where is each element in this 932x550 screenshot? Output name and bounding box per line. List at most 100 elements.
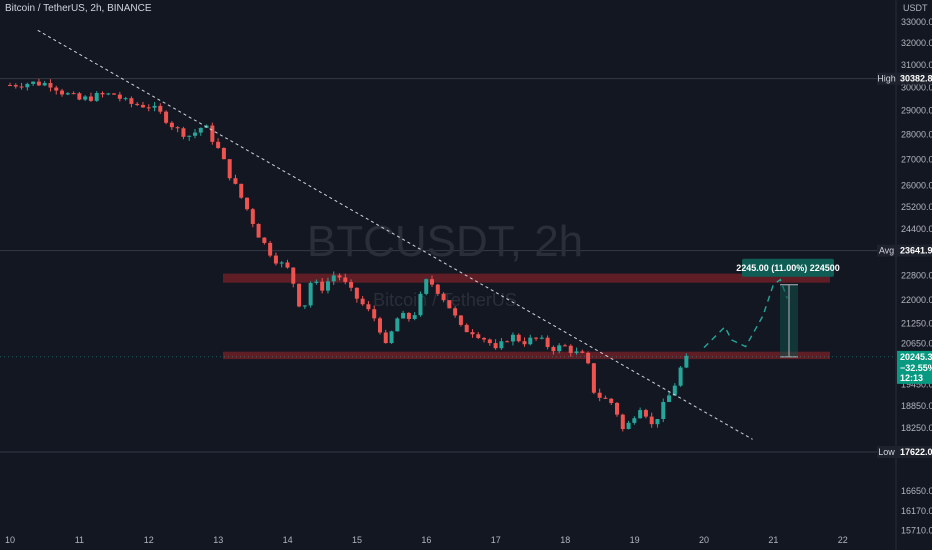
candle-body (597, 392, 602, 398)
price-tick-label: 22800.00 (901, 270, 932, 280)
price-tick-label: 28000.00 (901, 130, 932, 140)
candle-body (314, 281, 319, 283)
candle-body (273, 255, 278, 264)
price-tag-name: Avg (879, 246, 894, 256)
candle-body (620, 414, 625, 430)
candle-body (164, 111, 169, 123)
candle-body (8, 85, 12, 87)
candle-body (441, 293, 446, 301)
chart-title: Bitcoin / TetherUS, 2h, BINANCE (5, 3, 152, 14)
current-price-countdown: 12:13 (900, 373, 923, 383)
candle-body (245, 197, 250, 210)
time-tick-label: 20 (699, 535, 709, 545)
candle-body (268, 242, 273, 256)
price-tick-label: 21250.00 (901, 319, 932, 329)
candle-body (302, 305, 307, 307)
candle-body (331, 275, 336, 282)
candle-body (667, 395, 672, 403)
candle-body (129, 98, 134, 104)
price-axis[interactable]: USDT 33000.00 32000.00 31000.00 30000.00 290… (895, 0, 932, 550)
overlays-layer: 2245.00 (11.00%) 224500 (37, 29, 840, 440)
time-tick-label: 13 (213, 535, 223, 545)
candle-body (522, 341, 527, 345)
candle-body (586, 352, 591, 364)
candle-body (181, 128, 186, 137)
price-tick-label: 15710.00 (901, 526, 932, 536)
time-tick-label: 15 (352, 535, 362, 545)
candle-body (528, 337, 533, 345)
candles-layer (8, 78, 689, 432)
candle-body (591, 363, 596, 393)
candle-body (626, 422, 631, 430)
candle-body (135, 103, 140, 105)
candle-body (25, 83, 30, 88)
candle-body (464, 324, 469, 333)
candle-body (325, 281, 330, 291)
candle-body (539, 337, 544, 339)
price-tag-name-box (877, 72, 896, 85)
price-tag-name: High (877, 74, 896, 84)
candle-body (31, 81, 36, 84)
candle-body (534, 337, 539, 339)
candle-body (615, 402, 620, 415)
time-tick-label: 11 (75, 535, 84, 545)
price-tick-label: 26000.00 (901, 180, 932, 190)
candle-body (545, 337, 550, 348)
candle-body (435, 284, 440, 294)
price-tick-label: 30000.00 (901, 82, 932, 92)
candle-body (551, 347, 556, 352)
candle-body (210, 125, 215, 142)
price-tick-label: 24400.00 (901, 224, 932, 234)
candle-body (672, 385, 677, 396)
candle-body (88, 96, 93, 101)
candle-body (48, 83, 53, 88)
price-tags-layer: High 30382.80 Avg 23641.90 Low 17622.00 20245.… (0, 72, 932, 458)
candle-body (649, 416, 654, 425)
zones-layer (223, 273, 830, 360)
price-tick-label: 19450.00 (901, 379, 932, 389)
time-tick-label: 14 (283, 535, 293, 545)
price-tick-label: 22000.00 (901, 295, 932, 305)
price-tag-name-box (877, 446, 896, 458)
current-price-change: −32.55% (900, 363, 932, 373)
candle-body (482, 338, 487, 340)
candle-body (349, 281, 354, 288)
candle-body (510, 334, 515, 342)
candle-body (661, 402, 666, 420)
candle-body (557, 345, 562, 352)
candle-body (13, 85, 18, 87)
price-tag-value: 17622.00 (900, 447, 932, 457)
price-tick-label: 18850.00 (901, 401, 932, 411)
candle-body (354, 287, 359, 299)
candle-body (366, 304, 371, 310)
price-tick-label: 25200.00 (901, 202, 932, 212)
candle-body (493, 343, 498, 349)
candle-body (562, 345, 567, 347)
candle-body (383, 332, 388, 344)
candle-body (216, 141, 221, 148)
time-tick-label: 18 (560, 535, 570, 545)
price-tag-value-box (897, 72, 932, 85)
watermark-symbol: BTCUSDT, 2h (307, 217, 583, 266)
candle-body (77, 93, 82, 100)
candle-body (152, 105, 157, 108)
candle-body (250, 209, 255, 224)
time-tick-label: 10 (5, 535, 15, 545)
price-tick-label: 32000.00 (901, 38, 932, 48)
price-axis-background (896, 0, 932, 550)
price-tag-value: 23641.90 (900, 246, 932, 256)
candle-body (638, 410, 643, 419)
candle-body (291, 267, 296, 284)
candle-body (505, 341, 510, 343)
candle-body (603, 397, 608, 399)
candle-body (60, 90, 65, 95)
candle-body (308, 282, 313, 306)
time-tick-label: 22 (838, 535, 848, 545)
projection-path (703, 278, 788, 349)
time-axis[interactable]: 10 11 12 13 14 15 16 17 18 19 20 21 22 (5, 535, 848, 545)
candle-body (574, 351, 579, 353)
price-tag-name: Low (878, 447, 895, 457)
candle-body (684, 355, 689, 368)
candle-body (262, 237, 267, 243)
